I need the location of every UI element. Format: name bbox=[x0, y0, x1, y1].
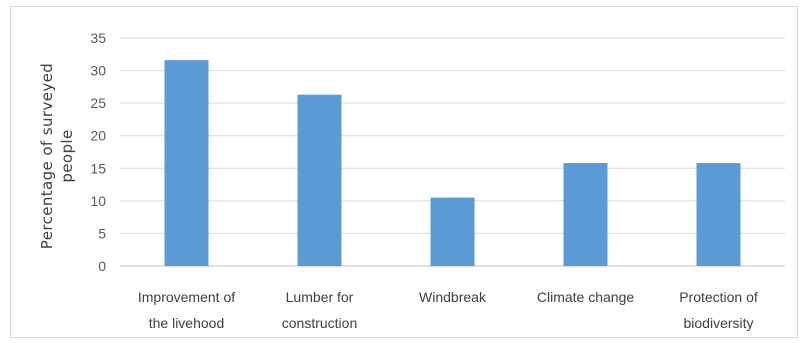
x-axis-category-labels: Improvement of the livehood Lumber for cons… bbox=[138, 289, 758, 331]
bar bbox=[430, 197, 475, 266]
y-tick-label: 5 bbox=[98, 225, 106, 241]
y-tick-label: 30 bbox=[90, 63, 106, 79]
bar bbox=[297, 94, 342, 266]
bar bbox=[563, 163, 608, 266]
y-tick-label: 10 bbox=[90, 193, 106, 209]
y-axis-title: Percentage of surveyed people bbox=[38, 63, 76, 249]
bars bbox=[164, 60, 741, 266]
y-tick-label: 0 bbox=[98, 258, 106, 274]
gridlines bbox=[120, 37, 785, 267]
chart-frame bbox=[10, 6, 798, 338]
x-category-label: Protection of biodiversity bbox=[679, 289, 758, 331]
y-tick-label: 20 bbox=[90, 128, 106, 144]
x-category-label: Climate change bbox=[537, 289, 634, 305]
bar bbox=[164, 60, 209, 266]
x-category-label: Lumber for construction bbox=[282, 289, 357, 331]
y-tick-label: 35 bbox=[90, 30, 106, 46]
y-tick-label: 15 bbox=[90, 160, 106, 176]
x-category-label: Windbreak bbox=[419, 289, 487, 305]
y-axis-title: Percentage of surveyed people bbox=[38, 63, 76, 249]
bar bbox=[696, 163, 741, 266]
x-category-label: Improvement of the livehood bbox=[138, 289, 235, 331]
y-axis-ticks: 0 5 10 15 20 25 30 35 bbox=[90, 30, 106, 274]
y-tick-label: 25 bbox=[90, 95, 106, 111]
